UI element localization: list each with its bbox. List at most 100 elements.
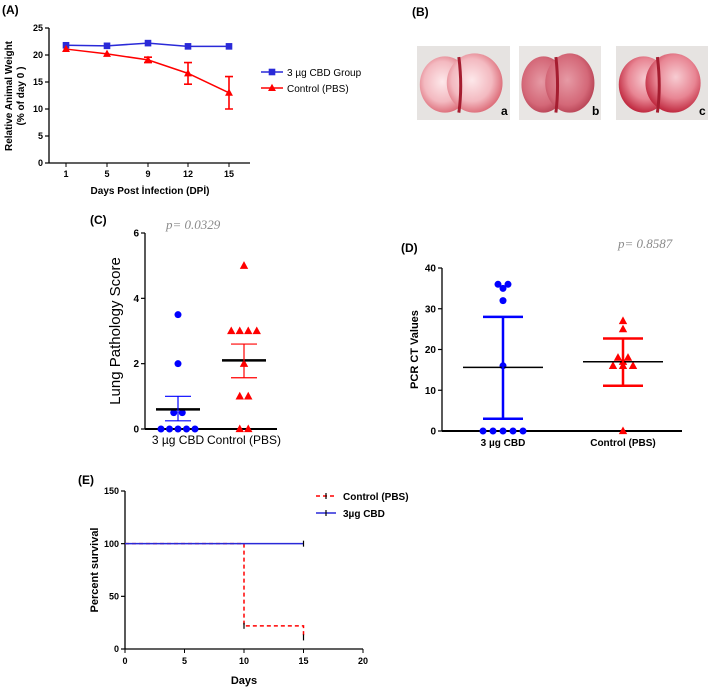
legend-label: 3µg CBD — [343, 509, 385, 520]
panel-b-lung-photos: (B) a b c — [412, 5, 708, 120]
y-tick-label: 0 — [430, 427, 436, 438]
y-tick-label: 40 — [425, 264, 437, 275]
y-tick-label: 2 — [133, 359, 139, 370]
x-tick-label: 1 — [63, 169, 68, 179]
panel-e-survival-chart: (E) 0 50 100 150 0 5 10 15 20 Days Percent survival… — [78, 473, 409, 687]
data-point — [144, 55, 152, 63]
data-point — [628, 361, 638, 369]
data-point — [157, 425, 165, 433]
data-point — [623, 353, 633, 361]
y-axis-title: Lung Pathology Score — [107, 257, 124, 405]
x-tick-label: 10 — [239, 656, 249, 666]
legend-marker — [268, 83, 276, 91]
x-category-label: Control (PBS) — [207, 433, 281, 447]
data-point — [499, 284, 507, 292]
data-point — [613, 353, 623, 361]
data-point — [244, 391, 253, 400]
x-axis-title: Days — [231, 675, 257, 687]
data-point — [227, 326, 236, 335]
y-axis-title: Percent survival — [89, 528, 101, 613]
data-point — [494, 280, 502, 288]
error-bar — [483, 315, 523, 421]
data-point — [191, 425, 199, 433]
photo-label: b — [592, 104, 599, 118]
panel-label: (B) — [412, 5, 429, 19]
data-point — [184, 69, 192, 77]
data-point — [183, 425, 190, 433]
data-point — [618, 324, 628, 333]
error-bar — [165, 395, 191, 422]
y-tick-label: 4 — [133, 294, 139, 305]
data-point — [618, 316, 628, 325]
data-point — [235, 326, 244, 335]
data-point — [103, 42, 111, 50]
legend-marker — [268, 68, 276, 76]
data-point — [239, 261, 249, 269]
y-axis-title: Relative Animal Weight — [4, 40, 15, 151]
y-axis-title-2: (% of day 0 ) — [16, 67, 27, 126]
x-tick-label: 15 — [224, 169, 234, 179]
panel-label: (C) — [90, 213, 107, 227]
data-point — [62, 44, 70, 53]
y-tick-label: 10 — [33, 104, 43, 114]
data-point — [499, 427, 507, 435]
y-tick-label: 20 — [33, 50, 43, 60]
x-category-label: 3 µg CBD — [152, 433, 205, 447]
lung-fissure — [554, 56, 560, 113]
x-tick-label: 0 — [122, 656, 127, 666]
y-tick-label: 6 — [133, 229, 139, 240]
data-point — [144, 39, 152, 47]
data-point — [103, 49, 111, 57]
error-bar — [603, 337, 643, 388]
data-point — [608, 361, 618, 369]
data-point — [225, 43, 233, 50]
x-tick-label: 20 — [358, 656, 368, 666]
series-line-1 — [65, 48, 230, 94]
error-bar — [231, 343, 257, 379]
data-point — [174, 311, 182, 319]
panel-c-pathology-chart: (C) 0 2 4 6 p= 0.0329 Lung Pathology Score 3 µg… — [90, 213, 281, 447]
y-tick-label: 0 — [133, 425, 139, 436]
y-tick-label: 150 — [104, 486, 119, 496]
data-point — [225, 88, 233, 96]
y-axis-title: PCR CT Values — [409, 310, 421, 389]
y-tick-label: 100 — [104, 539, 119, 549]
photo-label: a — [501, 104, 508, 118]
data-point — [509, 427, 517, 435]
p-value-annotation: p= 0.0329 — [165, 217, 221, 232]
data-point — [184, 43, 192, 50]
data-point — [252, 326, 261, 335]
x-tick-label: 5 — [104, 169, 109, 179]
panel-label: (A) — [2, 3, 19, 17]
x-tick-label: 9 — [145, 169, 150, 179]
y-tick-label: 20 — [425, 345, 437, 356]
data-point — [504, 280, 512, 288]
data-point — [618, 426, 628, 435]
data-point — [489, 427, 497, 435]
lung-lobe — [446, 53, 503, 113]
x-tick-label: 5 — [182, 656, 187, 666]
data-point — [166, 425, 173, 433]
y-tick-label: 15 — [33, 77, 43, 87]
panel-label: (E) — [78, 473, 94, 487]
data-point — [479, 427, 487, 435]
x-category-label: Control (PBS) — [590, 438, 656, 449]
lung-fissure — [457, 56, 463, 113]
data-point — [235, 391, 244, 400]
legend-label: Control (PBS) — [343, 492, 409, 503]
panel-label: (D) — [401, 241, 418, 255]
data-point — [170, 409, 178, 417]
data-point — [235, 424, 244, 433]
legend-label: 3 µg CBD Group — [287, 68, 362, 79]
data-point — [174, 425, 182, 433]
y-tick-label: 50 — [109, 591, 119, 601]
y-tick-label: 0 — [114, 644, 119, 654]
panel-d-pcr-chart: (D) 0 10 20 30 40 p= 0.8587 PCR CT Values 3 µg C… — [401, 236, 682, 449]
lung-lobe — [545, 53, 595, 113]
y-tick-label: 25 — [33, 23, 43, 33]
lung-fissure — [655, 56, 661, 113]
x-axis-title: Days Post İnfection (DPİ) — [91, 184, 210, 197]
data-point — [244, 424, 253, 433]
